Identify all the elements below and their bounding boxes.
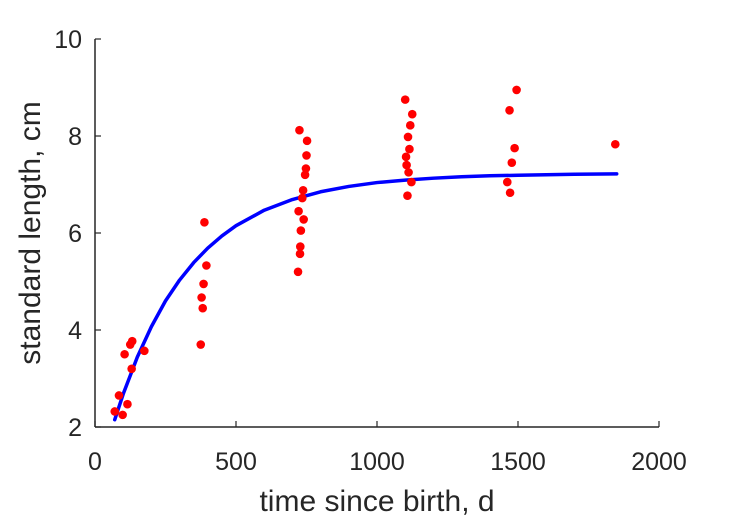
data-point bbox=[507, 158, 517, 167]
data-point bbox=[120, 349, 129, 359]
data-point bbox=[403, 191, 412, 200]
data-point bbox=[127, 336, 137, 346]
y-axis-label: standard length, cm bbox=[14, 101, 47, 364]
axes bbox=[94, 39, 659, 428]
data-point bbox=[123, 399, 132, 409]
data-point bbox=[297, 193, 307, 203]
data-point bbox=[293, 267, 303, 277]
data-point bbox=[296, 242, 305, 251]
data-point bbox=[301, 164, 311, 173]
data-point bbox=[400, 95, 410, 104]
data-point bbox=[198, 303, 208, 313]
data-point bbox=[405, 144, 414, 154]
ticks: 0 500 1000 1500 2000 2 4 6 8 10 bbox=[54, 26, 687, 476]
x-tick-label: 1000 bbox=[349, 448, 405, 476]
data-point bbox=[505, 106, 514, 115]
data-point bbox=[118, 410, 127, 420]
data-point bbox=[505, 188, 515, 198]
data-point bbox=[302, 151, 311, 160]
data-point bbox=[196, 340, 206, 349]
data-point bbox=[407, 109, 417, 119]
data-point bbox=[294, 206, 303, 216]
data-point bbox=[295, 249, 305, 259]
data-point bbox=[402, 160, 411, 170]
data-point bbox=[502, 177, 512, 187]
x-tick-label: 2000 bbox=[631, 448, 687, 476]
data-point bbox=[302, 136, 312, 146]
data-point bbox=[403, 132, 413, 142]
data-point bbox=[510, 143, 519, 153]
y-tick-label: 8 bbox=[68, 123, 82, 151]
data-point bbox=[202, 261, 211, 270]
data-point bbox=[610, 139, 620, 149]
y-tick-label: 4 bbox=[68, 317, 82, 345]
y-tick-label: 10 bbox=[54, 26, 82, 54]
y-tick-label: 6 bbox=[68, 220, 82, 248]
data-point bbox=[295, 125, 304, 135]
data-point bbox=[299, 215, 308, 224]
data-point bbox=[512, 85, 521, 95]
plot-area bbox=[110, 85, 620, 422]
fit-curve bbox=[112, 172, 619, 422]
data-point bbox=[200, 218, 209, 227]
x-tick-label: 500 bbox=[215, 448, 257, 476]
data-point bbox=[298, 186, 308, 195]
x-axis-label: time since birth, d bbox=[259, 485, 494, 518]
data-point bbox=[296, 226, 306, 235]
x-tick-label: 1500 bbox=[490, 448, 546, 476]
data-point bbox=[199, 279, 208, 289]
data-point bbox=[300, 170, 310, 180]
data-point bbox=[404, 168, 413, 177]
x-tick-label: 0 bbox=[88, 448, 102, 476]
y-tick-label: 2 bbox=[68, 414, 82, 442]
data-point bbox=[197, 293, 206, 302]
data-point bbox=[405, 121, 415, 130]
data-point bbox=[114, 391, 124, 400]
data-point bbox=[401, 152, 411, 162]
data-point bbox=[110, 407, 120, 416]
data-point bbox=[140, 346, 149, 356]
data-point bbox=[127, 364, 136, 374]
data-point bbox=[407, 177, 416, 187]
